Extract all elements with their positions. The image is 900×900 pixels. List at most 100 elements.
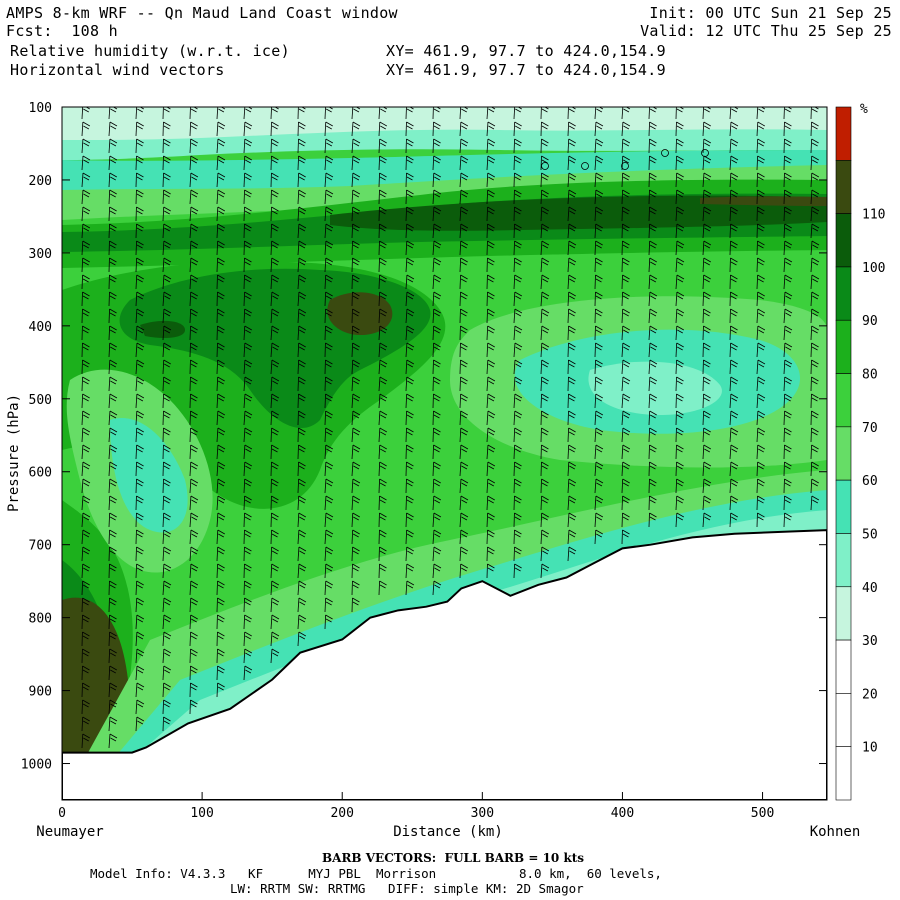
barb-shaft — [351, 206, 354, 222]
barb-flag — [82, 240, 90, 246]
barb-shaft — [162, 393, 164, 409]
barb-shaft — [135, 580, 138, 596]
barb-shaft — [459, 138, 462, 154]
barb-shaft — [189, 410, 191, 426]
barb-flag — [379, 567, 386, 572]
barb-flag — [623, 125, 630, 130]
barb-flag — [379, 223, 387, 229]
barb-shaft — [810, 325, 813, 341]
barb-shaft — [621, 291, 623, 307]
barb-flag — [325, 397, 332, 402]
barb-flag — [272, 414, 278, 419]
barb-shaft — [702, 444, 705, 460]
barb-shaft — [810, 495, 813, 511]
barb-flag — [811, 172, 820, 178]
barb-shaft — [459, 223, 462, 239]
barb-shaft — [162, 699, 165, 715]
barb-flag — [82, 580, 90, 586]
barb-flag — [163, 121, 171, 127]
barb-flag — [109, 618, 116, 623]
barb-shaft — [648, 410, 651, 426]
barb-flag — [380, 380, 387, 385]
barb-flag — [191, 550, 198, 555]
barb-flag — [595, 121, 604, 127]
barb-shaft — [702, 155, 705, 171]
barb-shaft — [648, 393, 651, 409]
barb-flag — [676, 155, 684, 161]
barb-flag — [703, 427, 711, 433]
barb-shaft — [756, 325, 759, 341]
barb-flag — [136, 716, 145, 722]
barb-flag — [352, 529, 360, 535]
barb-shaft — [108, 359, 111, 375]
barb-shaft — [351, 444, 354, 460]
barb-shaft — [270, 597, 273, 613]
barb-flag — [109, 461, 118, 467]
barb-flag — [164, 346, 171, 351]
barb-shaft — [567, 138, 570, 154]
barb-flag — [487, 478, 496, 484]
barb-flag — [136, 495, 144, 501]
barb-flag — [406, 342, 415, 348]
barb-flag — [434, 499, 441, 504]
barb-flag — [569, 295, 575, 300]
barb-shaft — [405, 325, 408, 341]
barb-flag — [568, 461, 576, 467]
barb-shaft — [567, 172, 570, 188]
barb-flag — [82, 699, 90, 705]
barb-flag — [299, 499, 305, 504]
barb-flag — [298, 291, 307, 297]
barb-flag — [218, 465, 225, 470]
barb-flag — [703, 312, 710, 317]
barb-flag — [325, 414, 332, 419]
y-tick-label: 500 — [29, 393, 52, 408]
barb-flag — [650, 414, 656, 419]
barb-flag — [488, 397, 495, 402]
barb-shaft — [648, 325, 651, 341]
barb-shaft — [729, 189, 732, 205]
barb-shaft — [702, 138, 705, 154]
barb-shaft — [324, 257, 327, 273]
barb-shaft — [729, 342, 732, 358]
barb-flag — [244, 291, 252, 297]
barb-flag — [622, 210, 629, 215]
plot-frame — [61, 106, 828, 801]
barb-flag — [353, 414, 360, 419]
barb-flag — [244, 478, 252, 484]
barb-flag — [190, 397, 197, 402]
barb-flag — [271, 257, 279, 263]
barb-shaft — [810, 206, 813, 222]
colorbar-label: 70 — [862, 421, 878, 436]
barb-flag — [83, 227, 90, 232]
barb-flag — [352, 342, 360, 348]
barb-flag — [730, 329, 737, 334]
barb-flag — [379, 261, 386, 266]
barb-shaft — [405, 308, 408, 324]
barb-flag — [271, 495, 279, 501]
barb-flag — [649, 499, 656, 504]
barb-flag — [757, 478, 765, 484]
barb-shaft — [189, 580, 192, 596]
barb-flag — [82, 312, 89, 317]
barb-flag — [704, 210, 711, 215]
barb-flag — [676, 342, 684, 348]
barb-shaft — [297, 478, 300, 494]
barb-shaft — [108, 121, 111, 137]
barb-shaft — [486, 223, 488, 239]
barb-flag — [595, 393, 603, 399]
barb-shaft — [648, 359, 651, 375]
barb-flag — [353, 108, 360, 113]
barb-flag — [136, 546, 144, 552]
barb-shaft — [243, 342, 246, 358]
barb-shaft — [243, 291, 245, 307]
barb-shaft — [162, 274, 165, 290]
barb-flag — [271, 240, 279, 246]
barb-shaft — [297, 274, 300, 290]
barb-shaft — [459, 563, 462, 579]
barb-flag — [433, 580, 442, 586]
barb-shaft — [216, 461, 219, 477]
barb-shaft — [459, 274, 461, 290]
barb-shaft — [567, 444, 570, 460]
barb-shaft — [189, 529, 192, 545]
barb-flag — [757, 393, 766, 399]
